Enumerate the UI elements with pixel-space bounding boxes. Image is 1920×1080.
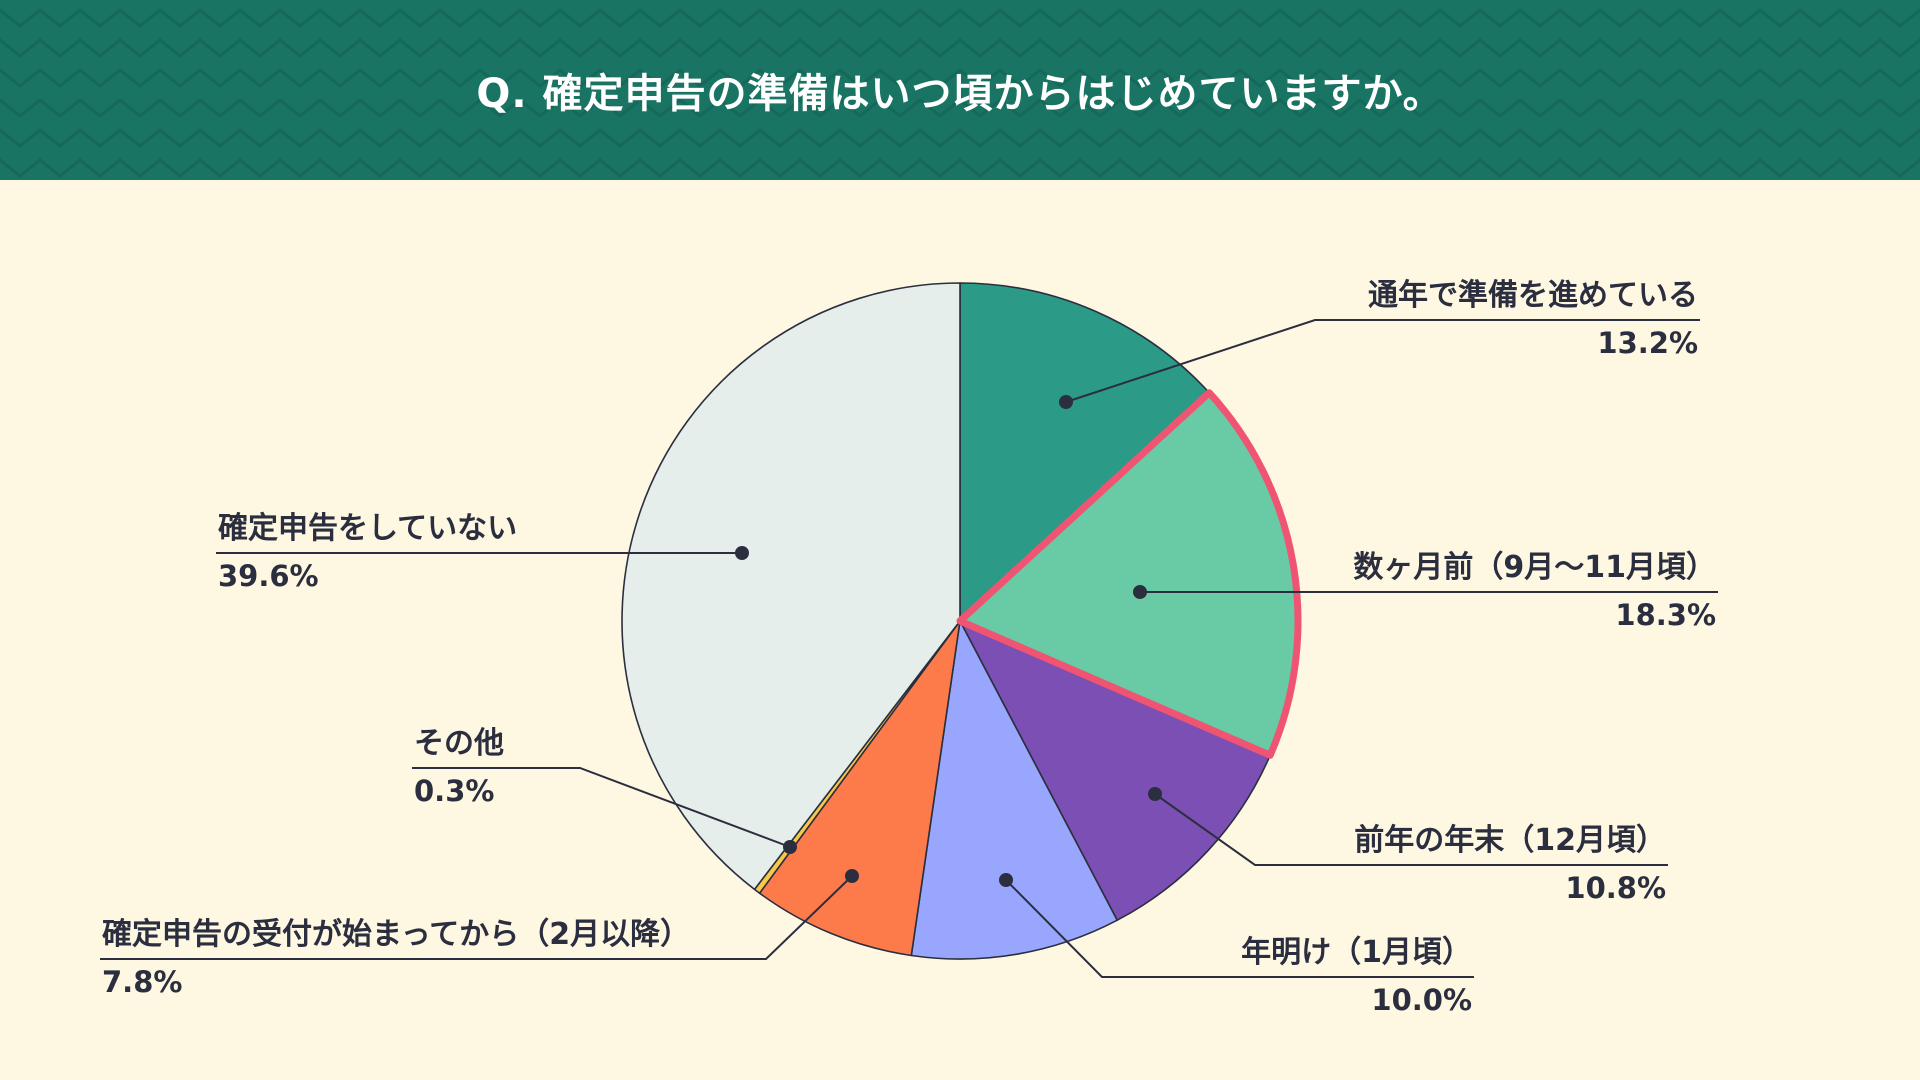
slice-value-label: 18.3% [1615,598,1716,632]
pie-chart: 通年で準備を進めている 13.2% 数ヶ月前（9月〜11月頃） 18.3% 前年の年末（… [100,278,1718,1017]
pie-slice [959,282,1211,622]
leader-line [1005,879,1474,978]
pie-slice [910,620,1119,960]
slice-value-label: 7.8% [102,965,182,999]
pie-slices [621,282,1299,960]
leader-line [412,767,791,848]
slice-label: 前年の年末（12月頃） [1354,823,1666,858]
leader-line [1154,793,1668,866]
slice-value-label: 10.8% [1565,871,1666,905]
highlight-outline [956,389,1302,759]
pie-slice [959,620,1271,922]
leader-dot [783,840,797,854]
leader-line [1065,319,1700,403]
zigzag-pattern [0,8,1920,178]
leader-dot [1059,395,1073,409]
zigzag-line [0,158,1920,178]
highlight-outline-path [956,389,1302,759]
slice-label: その他 [414,726,504,761]
chart-area: 通年で準備を進めている 13.2% 数ヶ月前（9月〜11月頃） 18.3% 前年の年末（… [0,180,1920,1080]
pie-slice [621,282,961,891]
slice-label: 確定申告をしていない [218,511,517,546]
header-banner: Q. 確定申告の準備はいつ頃からはじめていますか。 [0,0,1920,180]
slice-value-label: 0.3% [414,774,494,808]
slice-label: 通年で準備を進めている [1368,278,1698,313]
slice-value-label: 13.2% [1597,326,1698,360]
zigzag-line [0,38,1920,58]
leader-line [100,875,853,960]
slice-labels: 通年で準備を進めている 13.2% 数ヶ月前（9月〜11月頃） 18.3% 前年の年末（… [102,278,1716,1017]
zigzag-line [0,128,1920,148]
leader-dot [999,873,1013,887]
leader-dot [845,869,859,883]
leader-dot [735,546,749,560]
leader-dot [1148,787,1162,801]
slice-label: 年明け（1月頃） [1241,935,1472,970]
slice-value-label: 10.0% [1371,983,1472,1017]
pie-slice [758,620,961,957]
slice-label: 数ヶ月前（9月〜11月頃） [1353,550,1716,585]
zigzag-line [0,68,1920,88]
zigzag-line [0,98,1920,118]
leader-lines [100,319,1718,978]
chart-title: Q. 確定申告の準備はいつ頃からはじめていますか。 [476,71,1444,117]
leader-dot [1133,585,1147,599]
zigzag-line [0,8,1920,28]
slice-value-label: 39.6% [218,559,319,593]
slice-label: 確定申告の受付が始まってから（2月以降） [102,917,690,952]
